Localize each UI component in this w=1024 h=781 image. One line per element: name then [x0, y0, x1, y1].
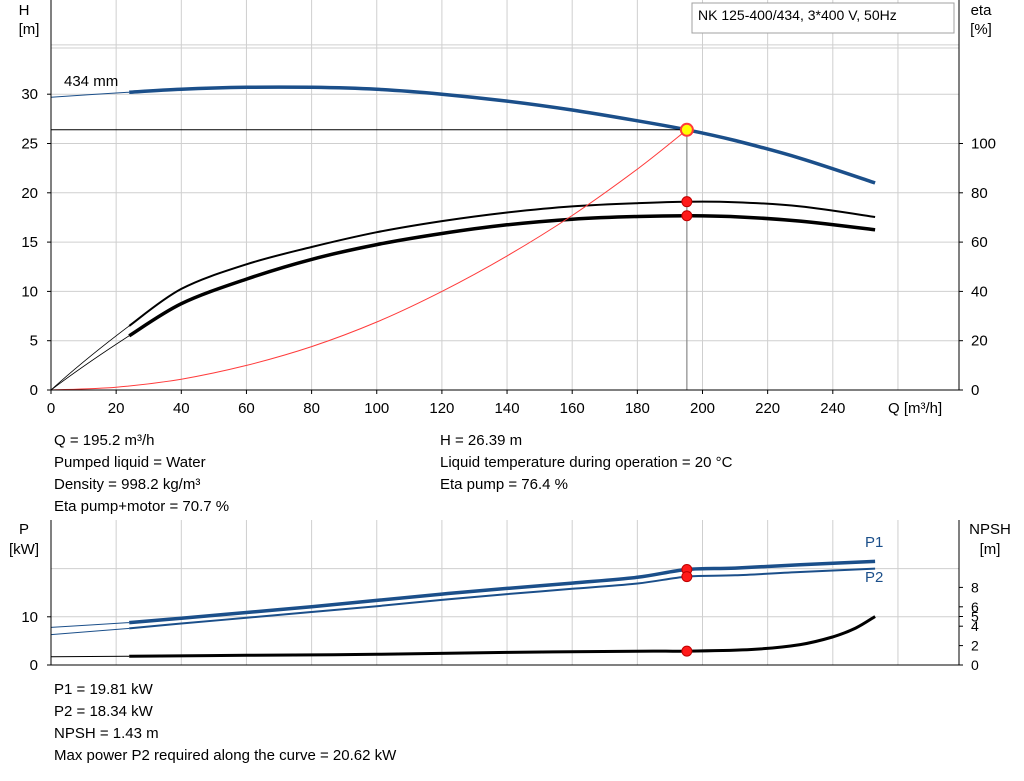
eta-pump-duty-marker	[681, 196, 693, 208]
x-tick-label: 200	[690, 400, 715, 417]
x-axis-label: Q [m³/h]	[888, 400, 942, 417]
y-left-tick-label: 0	[30, 382, 38, 399]
x-tick-label: 0	[47, 400, 55, 417]
x-tick-label: 40	[173, 400, 190, 417]
pumped-liquid-readout: Pumped liquid = Water	[54, 454, 206, 471]
y-left-label-unit: [m]	[19, 21, 40, 38]
head-curve	[129, 85, 876, 185]
bottom-info: P1 = 19.81 kW P2 = 18.34 kW NPSH = 1.43 …	[54, 679, 396, 767]
npsh-tick-label: 8	[971, 579, 979, 595]
npsh-curve-extrapolated	[50, 655, 130, 658]
p1-readout: P1 = 19.81 kW	[54, 681, 153, 698]
bottom-chart-series	[50, 559, 876, 658]
x-tick-label: 20	[108, 400, 125, 417]
x-tick-label: 160	[560, 400, 585, 417]
bottom-plot-background	[51, 520, 959, 665]
y-right-tick-label: 100	[971, 136, 996, 153]
npsh-tick-label: 4	[971, 618, 979, 634]
bottom-chart-frame: 0 10 0 2 456 8	[21, 520, 979, 674]
impeller-diameter-label: 434 mm	[64, 73, 118, 90]
y-right-tick-label: 60	[971, 234, 988, 251]
y-right-tick-label: 80	[971, 185, 988, 202]
x-tick-label: 80	[303, 400, 320, 417]
eta-total-readout: Eta pump+motor = 70.7 %	[54, 498, 230, 515]
top-chart-frame: 0 20 40 60 80 100 120 140 160 180 200 220 2400510152…	[21, 0, 996, 417]
x-tick-label: 140	[495, 400, 520, 417]
npsh-axis-unit: [m]	[980, 541, 1001, 558]
p1-series-label: P1	[865, 534, 883, 551]
p2-duty-marker	[681, 571, 693, 583]
p2-curve	[129, 567, 876, 630]
x-tick-label: 240	[820, 400, 845, 417]
head-readout: H = 26.39 m	[440, 432, 523, 449]
eta-pump-curve-extrapolated	[50, 325, 130, 391]
eta-pump-curve	[128, 200, 876, 327]
y-left-tick-label: 10	[21, 283, 38, 300]
x-tick-label: 220	[755, 400, 780, 417]
p1-curve	[129, 559, 876, 625]
npsh-curve	[129, 615, 876, 658]
x-tick-label: 60	[238, 400, 255, 417]
y-right-tick-label: 0	[971, 382, 979, 399]
top-info-right: H = 26.39 m Liquid temperature during op…	[440, 430, 732, 496]
plot-background	[51, 0, 959, 390]
power-axis-symbol: P	[19, 521, 29, 538]
power-tick-label: 10	[21, 609, 38, 626]
y-right-label-symbol: eta	[971, 2, 993, 19]
density-readout: Density = 998.2 kg/m³	[54, 476, 201, 493]
y-left-tick-label: 20	[21, 185, 38, 202]
y-left-tick-label: 30	[21, 86, 38, 103]
y-left-tick-label: 25	[21, 136, 38, 153]
top-info-left: Q = 195.2 m³/h Pumped liquid = Water Den…	[54, 430, 229, 518]
eta-pump-readout: Eta pump = 76.4 %	[440, 476, 568, 493]
top-chart-grid	[51, 0, 959, 390]
top-chart-series	[50, 85, 876, 391]
flow-readout: Q = 195.2 m³/h	[54, 432, 155, 449]
chart-title: NK 125-400/434, 3*400 V, 50Hz	[698, 7, 897, 23]
y-left-tick-label: 15	[21, 234, 38, 251]
x-tick-label: 180	[625, 400, 650, 417]
x-tick-label: 100	[364, 400, 389, 417]
x-tick-label: 120	[429, 400, 454, 417]
y-right-tick-label: 40	[971, 283, 988, 300]
duty-point-marker	[679, 122, 694, 137]
eta-total-duty-marker	[681, 210, 693, 222]
y-left-tick-label: 5	[30, 333, 38, 350]
power-tick-label: 0	[30, 657, 38, 674]
y-right-label-unit: [%]	[970, 21, 992, 38]
npsh-tick-label: 2	[971, 638, 979, 654]
p2-readout: P2 = 18.34 kW	[54, 703, 153, 720]
npsh-tick-label: 6	[971, 599, 979, 615]
power-axis-unit: [kW]	[9, 541, 39, 558]
npsh-duty-marker	[681, 645, 693, 657]
eta-total-curve-extrapolated	[50, 335, 130, 391]
y-right-tick-label: 20	[971, 333, 988, 350]
chart-title-box: NK 125-400/434, 3*400 V, 50Hz	[691, 2, 955, 34]
npsh-tick-label: 5	[971, 609, 979, 625]
p2-series-label: P2	[865, 569, 883, 586]
max-power-readout: Max power P2 required along the curve = …	[54, 747, 397, 764]
npsh-axis-symbol: NPSH	[969, 521, 1011, 538]
head-curve-extrapolated	[50, 91, 130, 98]
liquid-temp-readout: Liquid temperature during operation = 20…	[440, 454, 733, 471]
eta-total-curve	[128, 213, 876, 338]
npsh-tick-label: 0	[971, 657, 979, 673]
p1-curve-extrapolated	[50, 622, 130, 628]
bottom-chart-grid	[51, 520, 959, 665]
system-curve	[50, 129, 688, 391]
y-left-label-symbol: H	[19, 2, 30, 19]
p2-curve-extrapolated	[50, 627, 130, 636]
npsh-readout: NPSH = 1.43 m	[54, 725, 159, 742]
